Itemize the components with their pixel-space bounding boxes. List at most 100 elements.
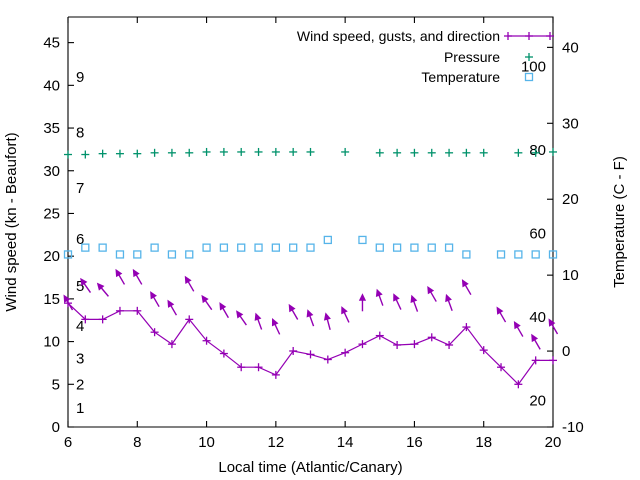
wind-speed-marker <box>462 323 471 332</box>
pressure-marker <box>185 148 194 157</box>
temperature-marker <box>514 250 523 259</box>
pressure-marker <box>64 150 72 159</box>
y-axis-tick-label: 10 <box>43 334 60 351</box>
y-axis-tick-label: 0 <box>52 419 60 436</box>
pressure-marker <box>445 148 454 157</box>
pressure-marker <box>410 148 419 157</box>
legend-label-0: Wind speed, gusts, and direction <box>297 28 500 44</box>
temperature-marker <box>462 250 471 259</box>
wind-direction-arrow-icon <box>358 293 367 312</box>
pressure-marker <box>549 147 557 156</box>
pressure-marker <box>393 148 402 157</box>
temperature-marker <box>98 243 107 252</box>
wind-speed-marker <box>133 306 142 315</box>
wind-direction-arrow-icon <box>306 309 315 327</box>
wind-direction-arrow-icon <box>167 299 178 316</box>
wind-speed-marker <box>81 315 90 324</box>
wind-speed-marker <box>254 363 263 372</box>
y-axis-tick-label: 45 <box>43 35 60 52</box>
wind-speed-marker <box>393 341 402 349</box>
wind-direction-arrow-icon <box>184 275 195 292</box>
pressure-marker <box>150 148 159 157</box>
temperature-marker <box>133 250 142 259</box>
x-axis-tick-label: 6 <box>64 434 72 451</box>
wind-direction-arrow-icon <box>63 294 74 311</box>
wind-speed-marker <box>167 340 176 349</box>
x-axis-tick-label: 8 <box>133 434 141 451</box>
legend-label-1: Pressure <box>444 49 500 65</box>
wind-speed-marker <box>237 363 246 372</box>
wind-speed-marker <box>289 346 298 355</box>
fahrenheit-scale-label: 60 <box>529 225 546 242</box>
wind-speed-marker <box>514 380 523 389</box>
wind-direction-arrow-icon <box>323 312 331 330</box>
fahrenheit-scale-label: 20 <box>529 392 546 409</box>
temperature-marker <box>306 243 315 252</box>
wind-direction-arrow-icon <box>445 293 453 311</box>
legend-label-2: Temperature <box>421 69 500 85</box>
legend-marker-sample <box>546 32 554 40</box>
temperature-marker <box>202 243 211 252</box>
y2-axis-title: Temperature (C - F) <box>611 156 628 288</box>
pressure-marker <box>479 148 488 157</box>
temperature-marker <box>81 243 90 252</box>
temperature-marker <box>185 250 194 259</box>
pressure-marker <box>237 147 246 156</box>
wind-speed-marker <box>375 331 384 340</box>
wind-direction-arrow-icon <box>115 268 126 285</box>
wind-speed-marker <box>271 370 280 379</box>
temperature-marker <box>150 243 159 252</box>
x-axis-tick-label: 14 <box>337 434 354 451</box>
wind-direction-arrow-icon <box>80 277 92 293</box>
y2-axis-tick-label: -10 <box>562 419 584 436</box>
x-axis-title: Local time (Atlantic/Canary) <box>218 459 402 476</box>
wind-speed-marker <box>185 315 194 324</box>
temperature-marker <box>219 243 229 252</box>
wind-speed-marker <box>341 348 350 357</box>
pressure-marker <box>81 150 90 159</box>
pressure-marker <box>531 148 540 157</box>
y2-axis-tick-label: 20 <box>562 191 579 208</box>
wind-speed-marker <box>445 341 454 349</box>
wind-direction-arrow-icon <box>393 293 402 310</box>
wind-direction-arrow-icon <box>150 291 160 308</box>
temperature-marker <box>358 235 367 245</box>
temperature-marker <box>392 243 402 252</box>
y2-axis-tick-label: 40 <box>562 39 579 56</box>
y-axis-tick-label: 30 <box>43 163 60 180</box>
legend-marker-sample <box>524 72 534 82</box>
pressure-marker <box>167 148 176 157</box>
legend-marker-sample <box>504 32 512 40</box>
wind-speed-marker <box>410 340 419 349</box>
temperature-marker <box>115 250 125 259</box>
pressure-marker <box>115 149 124 158</box>
legend-marker-sample <box>525 32 533 40</box>
temperature-marker <box>548 250 558 259</box>
wind-speed-marker <box>479 346 488 355</box>
temperature-marker <box>496 250 506 259</box>
temperature-marker <box>271 243 281 252</box>
wind-speed-marker <box>219 349 228 358</box>
wind-direction-arrow-icon <box>201 294 213 311</box>
y-axis-title: Wind speed (kn - Beaufort) <box>3 132 20 311</box>
temperature-marker <box>410 243 419 252</box>
temperature-marker <box>531 250 540 259</box>
x-axis-tick-label: 10 <box>198 434 215 451</box>
temperature-marker <box>323 235 332 245</box>
beaufort-scale-label: 1 <box>76 400 84 417</box>
wind-direction-arrow-icon <box>96 282 109 297</box>
y-axis-tick-label: 25 <box>43 205 60 222</box>
y2-axis-tick-label: 30 <box>562 115 579 132</box>
wind-direction-arrow-icon <box>288 303 299 320</box>
temperature-marker <box>63 250 73 259</box>
legend-marker-sample <box>525 53 533 61</box>
temperature-marker <box>289 243 298 252</box>
y-axis-tick-label: 5 <box>52 376 60 393</box>
pressure-marker <box>289 147 298 156</box>
beaufort-scale-label: 6 <box>76 231 84 248</box>
pressure-marker <box>219 147 228 156</box>
beaufort-scale-label: 7 <box>76 180 84 197</box>
wind-speed-marker <box>549 356 557 365</box>
beaufort-scale-label: 4 <box>76 318 84 335</box>
